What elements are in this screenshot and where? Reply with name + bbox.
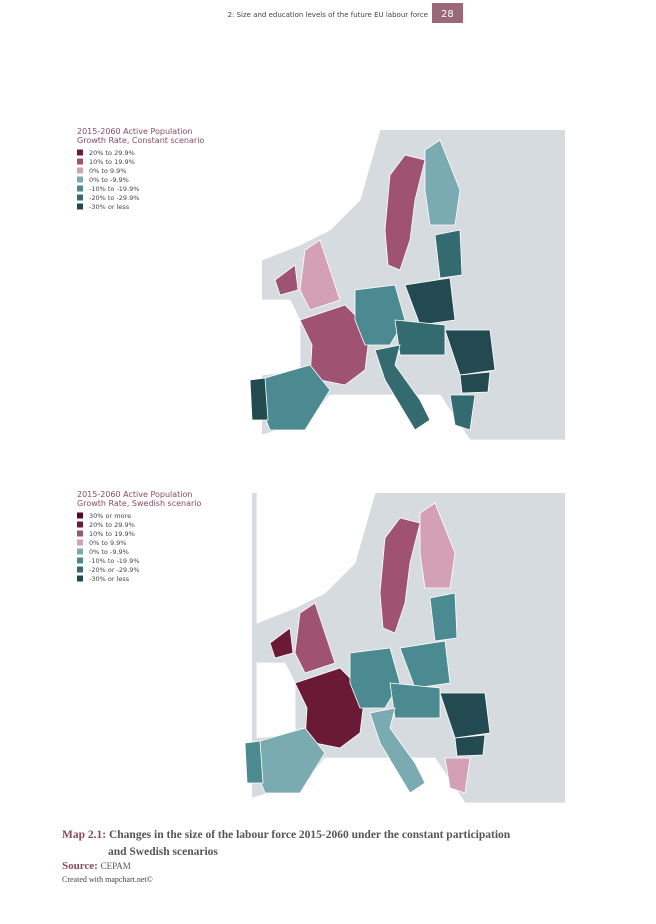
legend-label: -10% to -19.9% — [89, 557, 139, 565]
country-shape — [424, 139, 461, 226]
legend-title: Growth Rate, Swedish scenario — [77, 499, 202, 508]
source-text: CEPAM — [101, 861, 131, 871]
legend-label: -10% to -19.9% — [89, 185, 139, 193]
legend-swatch — [77, 158, 83, 165]
legend-label: -20% to -29.9% — [89, 194, 139, 202]
legend-label: 0% to 9.9% — [89, 539, 126, 547]
page-number: 28 — [441, 9, 454, 20]
page-box — [432, 3, 463, 23]
country-shape — [434, 229, 463, 279]
country-shape — [294, 667, 366, 749]
legend-title: 2015-2060 Active Population — [77, 127, 192, 136]
legend-title: 2015-2060 Active Population — [77, 490, 192, 499]
legend-label: 30% or more — [89, 512, 131, 520]
header-title: 2: Size and education levels of the futu… — [228, 11, 428, 19]
legend-label: 0% to -9.9% — [89, 176, 129, 184]
legend-swatch — [77, 203, 83, 210]
country-shape — [244, 492, 566, 813]
country-shape — [299, 304, 371, 386]
legend-swatch — [77, 149, 83, 156]
country-shape — [294, 602, 336, 674]
legend-label: -20% or -29.9% — [89, 566, 140, 574]
country-shape — [389, 682, 441, 719]
legend-label: 10% to 19.9% — [89, 530, 135, 538]
legend-swatch — [77, 557, 83, 564]
country-shape — [454, 734, 486, 757]
legend-swatch — [77, 194, 83, 201]
source: Source: CEPAM — [62, 860, 131, 872]
country-shape — [274, 264, 299, 296]
country-shape — [419, 502, 456, 589]
caption-line: and Swedish scenarios — [108, 846, 218, 858]
legend-swatch — [77, 167, 83, 174]
country-shape — [439, 692, 491, 739]
map-constant — [249, 129, 566, 446]
caption: Map 2.1: Changes in the size of the labo… — [62, 829, 511, 841]
country-shape — [379, 517, 421, 634]
country-shape — [374, 344, 431, 431]
legend-label: -30% or less — [89, 203, 130, 211]
country-shape — [384, 154, 426, 271]
legend-swatch — [77, 566, 83, 573]
country-shape — [261, 299, 301, 376]
legend-label: 20% to 29.9% — [89, 521, 135, 529]
country-shape — [444, 329, 496, 376]
country-shape — [249, 377, 269, 421]
caption-label: Map 2.1: — [62, 829, 106, 841]
country-shape — [244, 740, 264, 784]
country-shape — [269, 627, 294, 659]
country-shape — [394, 319, 446, 356]
legend-swatch — [77, 539, 83, 546]
legend-swatch — [77, 176, 83, 183]
country-shape — [429, 592, 458, 642]
legend-swatch — [77, 530, 83, 537]
legend-label: 0% to 9.9% — [89, 167, 126, 175]
legend-label: -30% or less — [89, 575, 130, 583]
legend-swatch — [77, 521, 83, 528]
country-shape — [404, 277, 456, 326]
country-shape — [444, 757, 471, 794]
legend-title: Growth Rate, Constant scenario — [77, 136, 204, 145]
legend-label: 0% to -9.9% — [89, 548, 129, 556]
country-shape — [354, 284, 406, 346]
country-shape — [399, 640, 451, 689]
country-shape — [299, 239, 341, 311]
country-shape — [349, 647, 401, 709]
country-shape — [369, 707, 426, 794]
country-shape — [256, 662, 296, 739]
country-shape — [449, 394, 476, 431]
country-shape — [256, 492, 376, 624]
legend-swatch — [77, 575, 83, 582]
legend-swatch — [77, 548, 83, 555]
country-shape — [459, 371, 491, 394]
country-shape — [261, 129, 381, 261]
legend-swatch — [77, 185, 83, 192]
legend-label: 20% to 29.9% — [89, 149, 135, 157]
legend-label: 10% to 19.9% — [89, 158, 135, 166]
legend-swatch — [77, 512, 83, 519]
map-swedish — [244, 492, 566, 813]
credit: Created with mapchart.net© — [62, 875, 153, 884]
source-label: Source: — [62, 860, 98, 872]
caption-line: Changes in the size of the labour force … — [109, 829, 511, 841]
